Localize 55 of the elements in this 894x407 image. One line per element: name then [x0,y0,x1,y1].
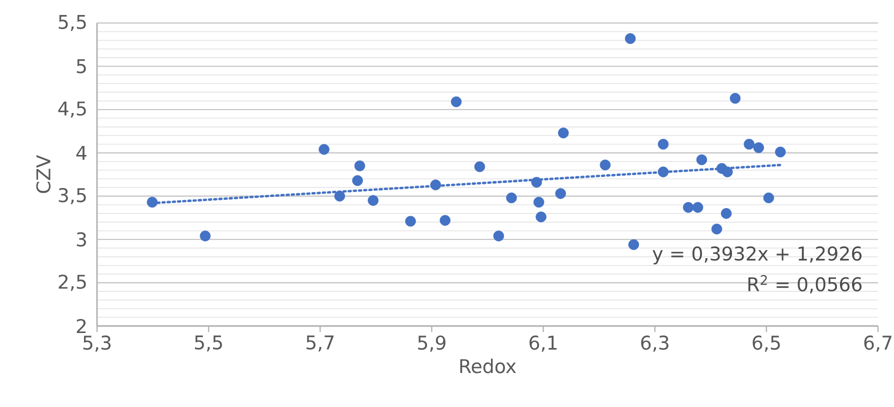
point [146,196,158,208]
point [430,180,442,190]
point [600,160,611,170]
point [763,192,774,204]
point [722,166,733,178]
point [531,176,542,188]
x-tick-label: 6,7 [864,336,892,352]
point [696,154,708,166]
point [354,160,366,172]
point [682,202,694,213]
point [352,175,363,186]
y-tick-label: 3,5 [58,188,86,204]
point [536,212,546,222]
point [200,230,211,242]
x-tick-label: 5,9 [418,336,446,352]
y-axis-title: CZV [36,155,51,194]
y-tick-label: 3 [76,232,86,247]
y-tick-label: 2,5 [58,274,86,291]
y-tick-label: 4,5 [58,102,86,118]
point [474,161,486,172]
point [744,138,755,150]
x-tick-label: 6,3 [641,336,668,352]
annotation: R$^{2}$ = 0,0566 [748,275,862,294]
x-tick-label: 5,7 [306,336,334,352]
point [711,224,722,234]
y-tick-label: 4 [76,146,86,160]
point [692,202,704,213]
point [318,144,330,155]
annotation: y = 0,3932x + 1,2926 [652,246,862,264]
point [555,188,566,199]
x-axis-title: Redox [460,358,516,374]
x-tick-label: 5,5 [194,336,222,352]
point [368,195,379,206]
point [730,92,741,104]
point [628,239,640,250]
point [775,146,786,158]
point [450,96,462,108]
point [440,215,450,226]
point [624,33,636,44]
point [658,166,669,178]
x-tick-label: 5,3 [83,336,111,352]
point [558,128,569,138]
x-tick-label: 6,5 [752,336,780,352]
point [720,208,732,219]
point [753,142,764,154]
point [334,190,346,202]
y-tick-label: 5,5 [58,15,86,32]
y-tick-label: 5 [76,59,86,74]
y-tick-label: 2 [76,318,86,334]
point [533,196,544,208]
point [506,192,517,204]
point [405,216,416,227]
point [493,230,504,242]
x-tick-label: 6,1 [530,336,557,352]
point [658,138,669,150]
